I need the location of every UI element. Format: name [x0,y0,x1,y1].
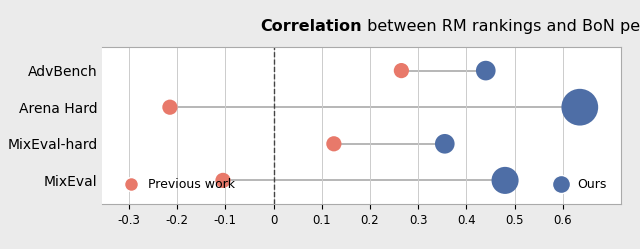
Text: Correlation: Correlation [260,19,362,34]
Point [329,142,339,146]
Point [164,105,175,109]
Legend: Ours: Ours [544,173,612,196]
Point [218,178,228,182]
Text: between RM rankings and BoN performance: between RM rankings and BoN performance [362,19,640,34]
Point [481,69,491,73]
Point [575,105,585,109]
Point [396,69,406,73]
Point [440,142,450,146]
Point [500,178,510,182]
